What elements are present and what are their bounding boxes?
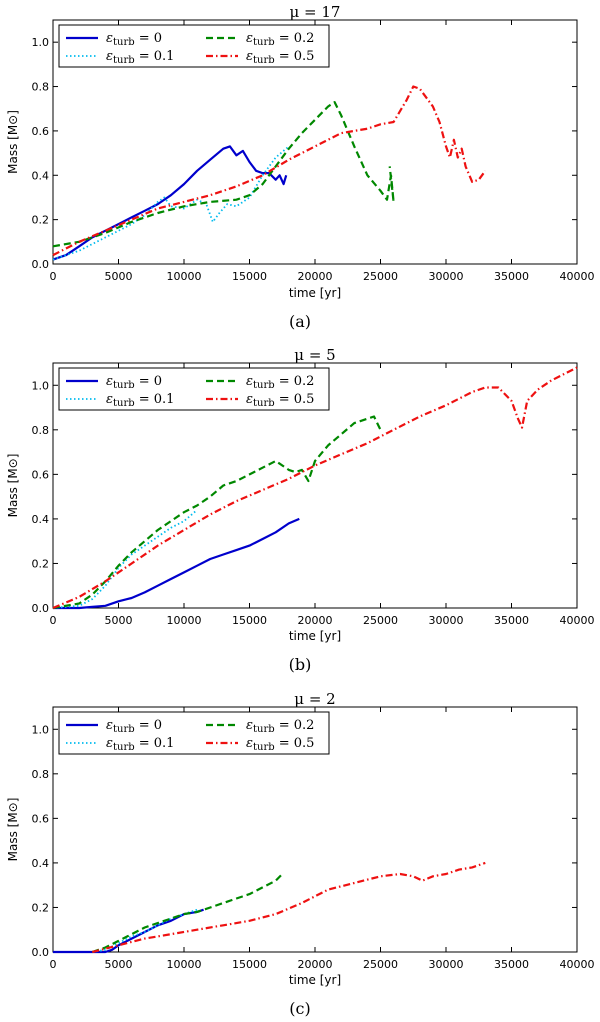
chart-panel-3: 0 5000 10000 15000 20000 25000 30000 35000 40000…: [6, 690, 595, 1018]
legend-label: εturb = 0: [106, 718, 162, 735]
legend-label: εturb = 0: [106, 374, 162, 391]
x-tick-label: 30000: [429, 614, 464, 627]
chart-title: μ = 5: [294, 346, 335, 364]
series-line-solid: [52, 145, 288, 261]
y-tick-label: 0.6: [32, 125, 50, 138]
legend-label: εturb = 0.1: [106, 49, 174, 66]
chart-panel-2: 0 5000 10000 15000 20000 25000 30000 35000 40000…: [6, 346, 595, 674]
x-tick-label: 10000: [167, 958, 202, 971]
y-tick-label: 0.0: [32, 602, 50, 615]
y-tick-label: 1.0: [32, 379, 50, 392]
x-tick-label: 5000: [105, 270, 133, 283]
x-tick-label: 15000: [232, 614, 267, 627]
x-axis-label: time [yr]: [289, 286, 341, 300]
panel-caption: (c): [289, 999, 310, 1018]
series-line-dotted: [52, 145, 290, 261]
legend-label: εturb = 0.5: [246, 49, 314, 66]
legend-box: [58, 24, 330, 68]
panel-caption: (a): [289, 312, 311, 331]
series-line-dashed: [52, 415, 382, 610]
y-tick-label: 0.6: [32, 468, 50, 481]
y-tick-label: 0.8: [32, 81, 50, 94]
x-axis-label: time [yr]: [289, 629, 341, 643]
x-tick-label: 15000: [232, 270, 267, 283]
y-tick-label: 0.8: [32, 768, 50, 781]
y-tick-label: 1.0: [32, 723, 50, 736]
x-tick-label: 0: [50, 614, 57, 627]
y-axis-label: Mass [M⊙]: [6, 798, 20, 862]
series-line-dashdot: [52, 366, 578, 610]
y-tick-label: 0.2: [32, 214, 50, 227]
x-tick-label: 30000: [429, 270, 464, 283]
x-tick-label: 35000: [494, 958, 529, 971]
x-tick-label: 35000: [494, 270, 529, 283]
legend-label: εturb = 0.1: [106, 392, 174, 409]
y-tick-label: 0.0: [32, 946, 50, 959]
legend-box: [58, 711, 330, 755]
chart-panel-1: 0 5000 10000 15000 20000 25000 30000 35000 40000…: [6, 3, 595, 331]
y-tick-label: 0.2: [32, 901, 50, 914]
x-tick-label: 20000: [298, 958, 333, 971]
x-tick-label: 25000: [363, 614, 398, 627]
chart-title: μ = 2: [294, 690, 335, 708]
y-tick-label: 1.0: [32, 36, 50, 49]
legend-label: εturb = 0.2: [246, 718, 314, 735]
x-tick-label: 0: [50, 958, 57, 971]
legend-label: εturb = 0: [106, 31, 162, 48]
series-line-dashdot: [52, 85, 487, 257]
x-tick-label: 30000: [429, 958, 464, 971]
series-line-dashed: [52, 100, 395, 248]
legend-label: εturb = 0.2: [246, 31, 314, 48]
y-tick-label: 0.2: [32, 557, 50, 570]
series-line-dashdot: [92, 861, 486, 954]
chart-title: μ = 17: [290, 3, 341, 21]
x-tick-label: 40000: [560, 958, 595, 971]
legend-label: εturb = 0.2: [246, 374, 314, 391]
y-tick-label: 0.4: [32, 169, 50, 182]
x-tick-label: 20000: [298, 270, 333, 283]
x-tick-label: 40000: [560, 270, 595, 283]
x-tick-label: 40000: [560, 614, 595, 627]
panel-caption: (b): [289, 655, 312, 674]
legend-box: [58, 367, 330, 411]
legend-label: εturb = 0.5: [246, 736, 314, 753]
x-tick-label: 5000: [105, 614, 133, 627]
series-line-dotted: [92, 908, 198, 953]
x-tick-label: 25000: [363, 958, 398, 971]
x-tick-label: 35000: [494, 614, 529, 627]
y-axis-label: Mass [M⊙]: [6, 454, 20, 518]
y-tick-label: 0.4: [32, 857, 50, 870]
y-tick-label: 0.0: [32, 258, 50, 271]
y-tick-label: 0.6: [32, 812, 50, 825]
series-line-dotted: [52, 509, 198, 609]
x-tick-label: 20000: [298, 614, 333, 627]
x-axis-label: time [yr]: [289, 973, 341, 987]
x-tick-label: 25000: [363, 270, 398, 283]
series-line-solid: [53, 517, 300, 610]
y-tick-label: 0.8: [32, 424, 50, 437]
x-tick-label: 5000: [105, 958, 133, 971]
y-tick-label: 0.4: [32, 513, 50, 526]
y-axis-label: Mass [M⊙]: [6, 110, 20, 174]
x-tick-label: 0: [50, 270, 57, 283]
x-tick-label: 10000: [167, 270, 202, 283]
legend-label: εturb = 0.1: [106, 736, 174, 753]
legend-label: εturb = 0.5: [246, 392, 314, 409]
x-tick-label: 10000: [167, 614, 202, 627]
series-line-dashed: [91, 873, 284, 954]
x-tick-label: 15000: [232, 958, 267, 971]
